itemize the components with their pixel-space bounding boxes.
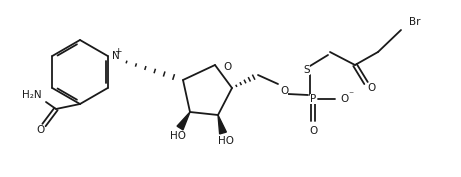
Text: O: O (340, 94, 348, 104)
Text: O: O (36, 125, 44, 135)
Text: O: O (367, 83, 375, 93)
Text: O: O (224, 61, 231, 72)
Text: ⁻: ⁻ (349, 90, 354, 100)
Polygon shape (218, 115, 226, 134)
Text: Br: Br (409, 17, 421, 27)
Text: S: S (304, 65, 310, 75)
Text: HO: HO (170, 131, 186, 141)
Text: O: O (309, 126, 317, 136)
Text: P: P (310, 94, 316, 104)
Text: +: + (114, 47, 121, 56)
Text: O: O (280, 86, 288, 96)
Polygon shape (177, 112, 190, 130)
Text: N: N (112, 51, 119, 61)
Text: H₂N: H₂N (22, 90, 42, 100)
Text: HO: HO (218, 136, 234, 146)
